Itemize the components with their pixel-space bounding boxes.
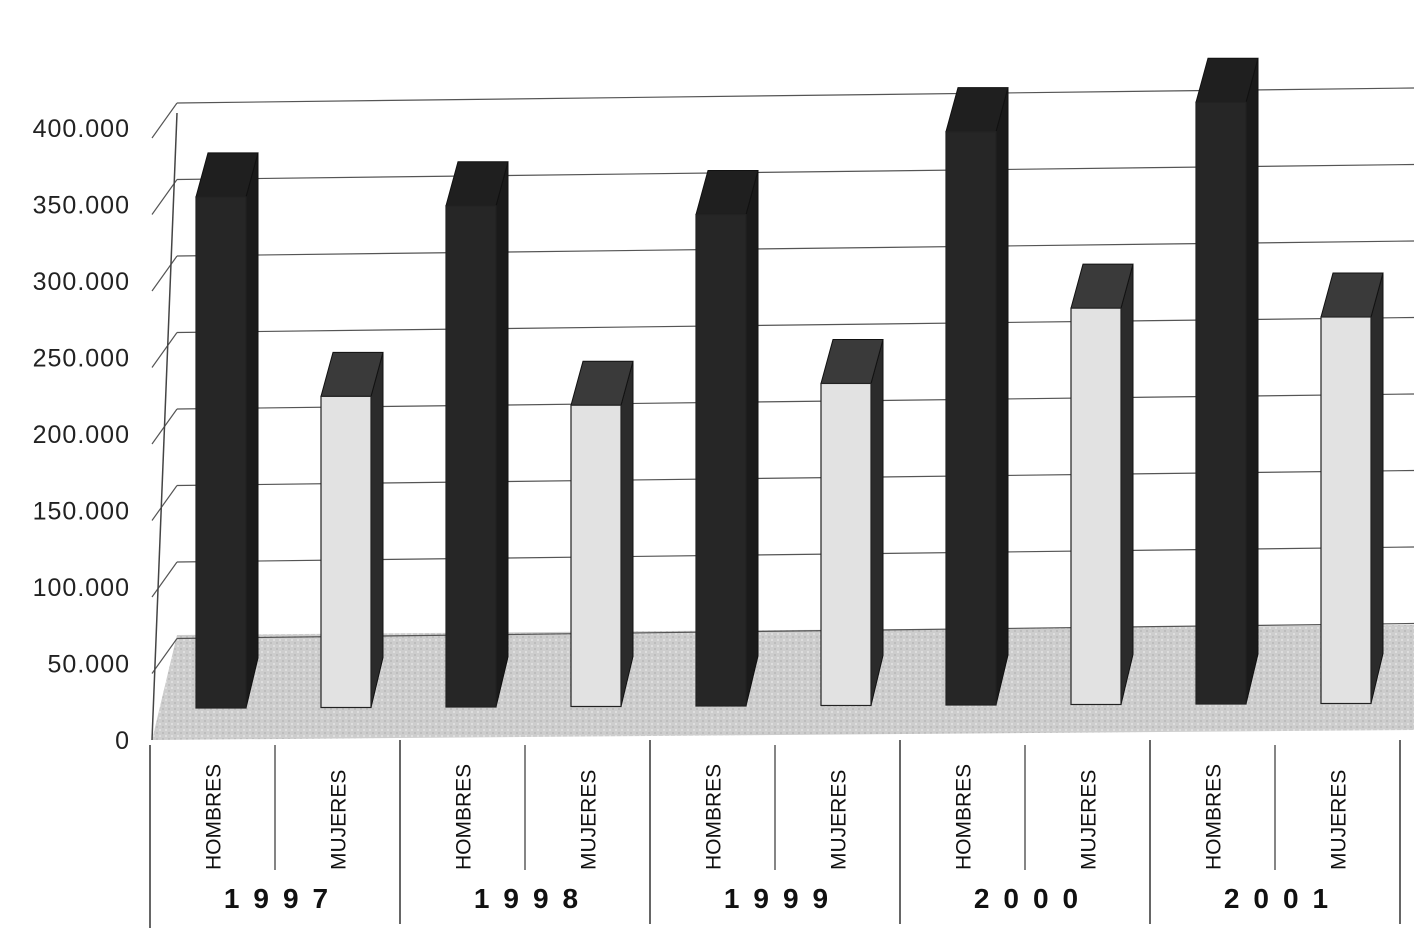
gridline-depth	[151, 102, 178, 139]
bar-2001-mujeres	[1320, 316, 1372, 705]
bar-side-1997-hombres	[245, 152, 259, 709]
bar-1999-mujeres	[820, 382, 872, 707]
category-label-hombres: HOMBRES	[953, 764, 976, 870]
bar-side-1998-mujeres	[620, 361, 634, 707]
bar-side-1999-mujeres	[870, 339, 884, 706]
y-axis	[149, 112, 178, 928]
y-tick-label: 0	[115, 727, 130, 755]
y-tick-label: 50.000	[48, 651, 130, 679]
category-label-mujeres: MUJERES	[578, 770, 601, 870]
gridline-depth	[151, 485, 178, 521]
group-label: 2001	[1224, 883, 1342, 914]
y-tick-labels: 0 50.000 100.000 150.000 200.000 250.000 300.0…	[33, 115, 130, 755]
bar-side-1999-hombres	[745, 170, 759, 707]
bar-side-2001-mujeres	[1370, 272, 1384, 704]
bar-2001-hombres	[1195, 101, 1247, 705]
y-axis-wall	[151, 112, 178, 741]
category-label-mujeres: MUJERES	[328, 770, 351, 870]
gridline-depth	[151, 638, 178, 674]
category-label-hombres: HOMBRES	[1203, 764, 1226, 870]
bar-1999-hombres	[695, 213, 747, 707]
category-label-mujeres: MUJERES	[1078, 770, 1101, 870]
category-label-hombres: HOMBRES	[453, 764, 476, 870]
y-tick-label: 200.000	[33, 421, 130, 449]
y-tick-label: 150.000	[33, 498, 130, 526]
category-label-mujeres: MUJERES	[1328, 770, 1351, 870]
category-label-hombres: HOMBRES	[703, 764, 726, 870]
gridline-depth	[151, 255, 178, 292]
bar-side-2000-mujeres	[1120, 264, 1134, 705]
bars	[195, 57, 1384, 709]
group-label: 1998	[474, 883, 592, 914]
y-tick-label: 400.000	[33, 115, 130, 143]
bar-side-1998-hombres	[495, 161, 509, 708]
x-axis	[274, 740, 1401, 924]
bar-side-2000-hombres	[995, 87, 1009, 706]
y-tick-label: 350.000	[33, 192, 130, 220]
y-tick-label: 250.000	[33, 345, 130, 373]
bar-1997-mujeres	[320, 395, 372, 709]
category-labels: HOMBRES MUJERES HOMBRES MUJERES HOMBRES MUJER…	[203, 764, 1351, 870]
gridline-depth	[151, 561, 178, 598]
group-label: 2000	[974, 883, 1092, 914]
bar-1998-mujeres	[570, 404, 622, 708]
bar-side-2001-hombres	[1245, 58, 1259, 705]
y-tick-label: 300.000	[33, 268, 130, 296]
category-label-mujeres: MUJERES	[828, 770, 851, 870]
y-tick-label: 100.000	[33, 574, 130, 602]
gridline-depth	[151, 332, 178, 368]
gridline-depth	[151, 179, 178, 215]
group-label: 1999	[724, 883, 842, 914]
bar-1997-hombres	[195, 196, 247, 709]
group-label: 1997	[224, 883, 342, 914]
bar-side-1997-mujeres	[370, 352, 384, 708]
bar-1998-hombres	[445, 205, 497, 708]
group-labels: 1997 1998 1999 2000 2001	[224, 883, 1342, 914]
category-label-hombres: HOMBRES	[203, 764, 226, 870]
bar-2000-hombres	[945, 131, 997, 706]
bar-2000-mujeres	[1070, 307, 1122, 706]
